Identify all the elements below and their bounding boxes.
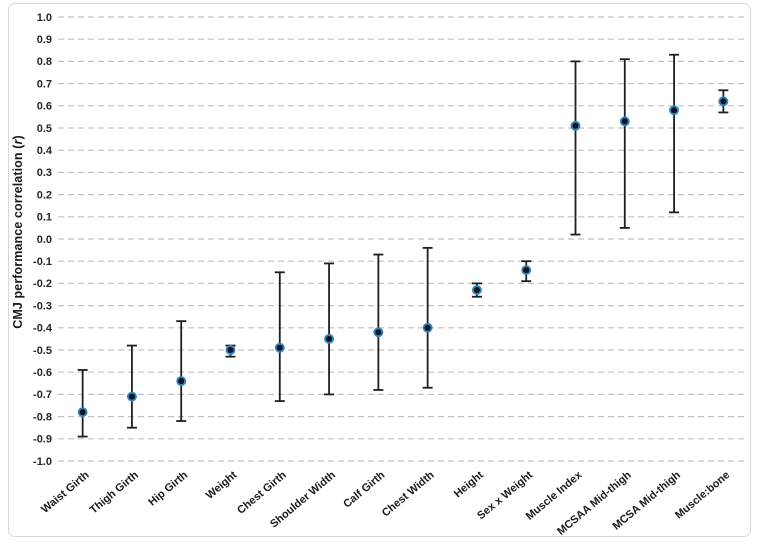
y-tick-label: -0.4 xyxy=(33,323,53,335)
y-tick-label: 0.2 xyxy=(37,189,52,201)
data-point-marker xyxy=(570,120,581,131)
x-category-label: Waist Girth xyxy=(39,469,92,516)
x-category-label: Thigh Girth xyxy=(88,469,141,516)
data-point-marker xyxy=(521,265,532,276)
y-tick-label: -0.2 xyxy=(33,278,52,290)
data-point-marker xyxy=(718,96,729,107)
data-point-marker xyxy=(324,333,335,344)
y-tick-label: 0.9 xyxy=(37,34,52,46)
y-tick-label: 0.7 xyxy=(37,78,52,90)
x-category-label: Muscle:bone xyxy=(673,469,732,521)
y-tick-label: 0.5 xyxy=(37,123,52,135)
figure-border xyxy=(8,3,751,537)
y-tick-label: 0.1 xyxy=(37,212,52,224)
y-tick-label: 0.8 xyxy=(37,56,52,68)
x-category-label: Chest Width xyxy=(380,469,437,520)
x-category-label: Weight xyxy=(204,469,240,502)
y-tick-label: -0.1 xyxy=(33,256,52,268)
x-category-label: Hip Girth xyxy=(146,469,190,509)
y-tick-label: 1.0 xyxy=(37,12,52,24)
data-point-marker xyxy=(373,327,384,338)
data-point-marker xyxy=(274,342,285,353)
y-tick-label: 0.3 xyxy=(37,167,52,179)
y-tick-label: -0.7 xyxy=(33,389,52,401)
y-tick-label: 0.0 xyxy=(37,234,52,246)
data-point-marker xyxy=(176,376,187,387)
y-tick-label: -1.0 xyxy=(33,456,52,468)
x-category-label: Height xyxy=(452,469,486,500)
data-point-marker xyxy=(77,407,88,418)
y-tick-label: -0.8 xyxy=(33,411,52,423)
y-tick-label: 0.4 xyxy=(37,145,53,157)
data-point-marker xyxy=(422,322,433,333)
y-tick-label: -0.6 xyxy=(33,367,52,379)
y-tick-label: 0.6 xyxy=(37,101,52,113)
data-point-marker xyxy=(619,116,630,127)
y-tick-label: -0.5 xyxy=(33,345,52,357)
data-point-marker xyxy=(471,285,482,296)
x-category-label: Calf Girth xyxy=(341,469,387,511)
data-point-marker xyxy=(669,105,680,116)
y-tick-label: -0.3 xyxy=(33,300,52,312)
y-tick-label: -0.9 xyxy=(33,434,52,446)
data-point-marker xyxy=(225,345,236,355)
data-point-marker xyxy=(126,391,137,402)
